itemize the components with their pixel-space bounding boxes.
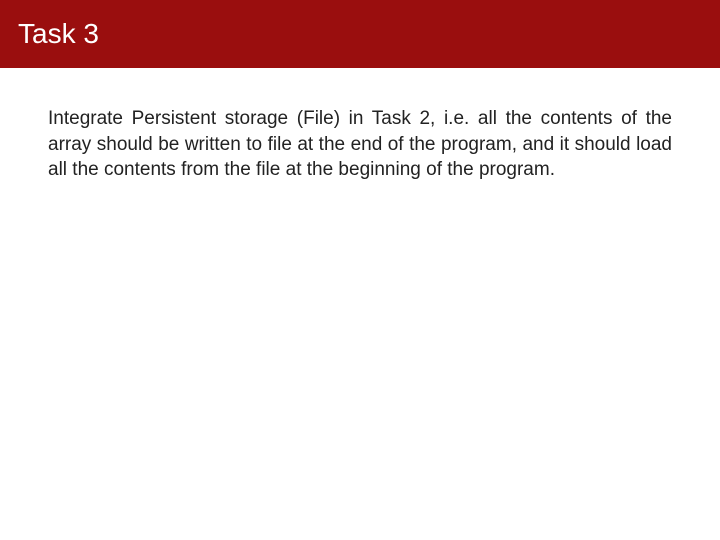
slide-header: Task 3	[0, 0, 720, 68]
slide-title: Task 3	[18, 18, 99, 50]
slide-content: Integrate Persistent storage (File) in T…	[0, 68, 720, 183]
task-description: Integrate Persistent storage (File) in T…	[48, 106, 672, 183]
